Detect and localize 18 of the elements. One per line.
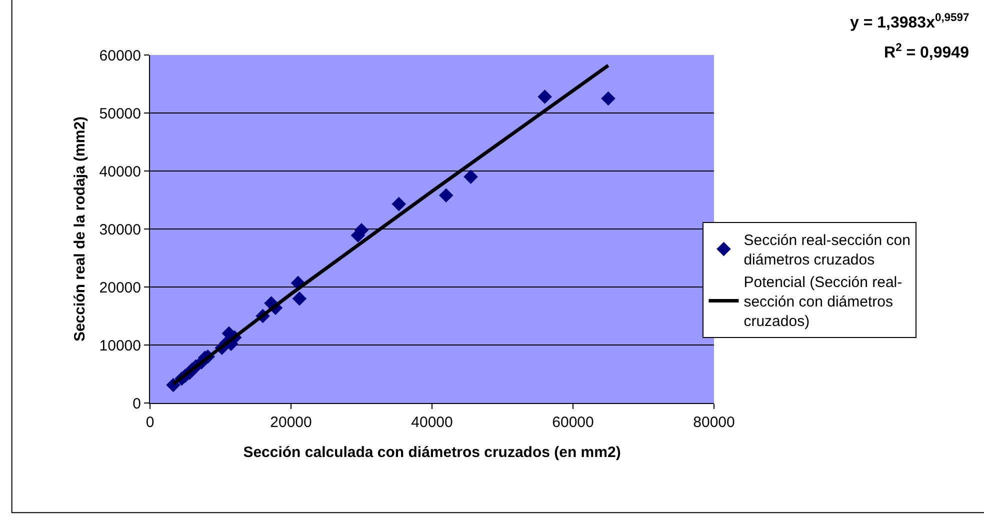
y-tick-label: 10000	[99, 337, 141, 354]
x-tick-label: 20000	[270, 414, 312, 431]
y-axis-title: Sección real de la rodaja (mm2)	[72, 116, 89, 342]
legend-label: Sección real-sección con diámetros cruzados	[744, 232, 910, 269]
x-axis-title: Sección calculada con diámetros cruzados (en mm2)	[243, 444, 621, 461]
y-tick-label: 40000	[99, 163, 141, 180]
x-tick-label: 60000	[552, 414, 594, 431]
y-tick-label: 60000	[99, 47, 141, 64]
x-tick-label: 0	[146, 414, 154, 431]
legend-label: Potencial (Sección real-sección con diámetros cruzados)	[744, 274, 902, 330]
x-tick-label: 40000	[411, 414, 453, 431]
y-tick-label: 30000	[99, 221, 141, 238]
text: R$^{2}$ = 0,9949	[884, 42, 970, 62]
y-tick-label: 20000	[99, 279, 141, 296]
y-tick-label: 0	[132, 395, 141, 412]
text: y = 1,3983x$^{0,9597}$	[850, 12, 970, 32]
x-tick-label: 80000	[693, 414, 735, 431]
y-tick-label: 50000	[99, 105, 141, 122]
